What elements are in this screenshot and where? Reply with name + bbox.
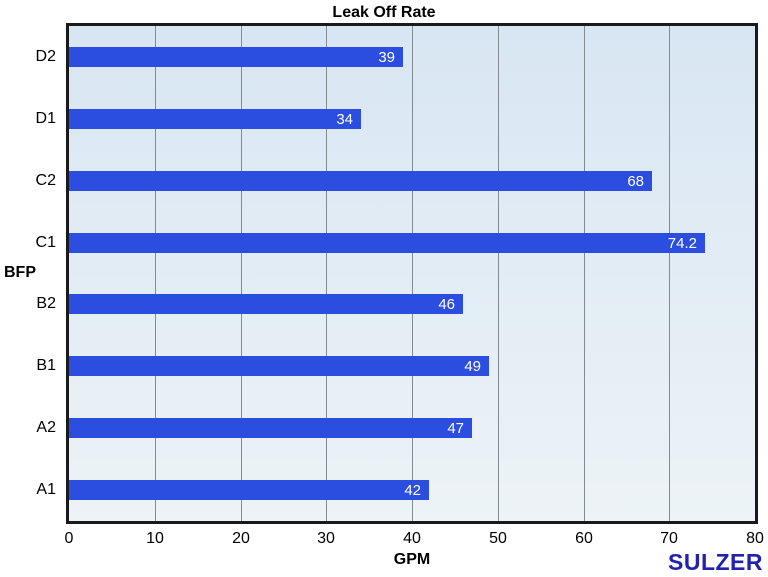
gridline-x-20 xyxy=(241,26,242,521)
gridline-x-70 xyxy=(669,26,670,521)
bar-value-label-B1: 49 xyxy=(464,357,481,375)
ycat-label-A1: A1 xyxy=(36,481,56,498)
bar-value-label-A1: 42 xyxy=(404,481,421,499)
xtick-label-40: 40 xyxy=(403,530,421,547)
xtick-label-60: 60 xyxy=(575,530,593,547)
xtick-label-70: 70 xyxy=(660,530,678,547)
gridline-x-60 xyxy=(584,26,585,521)
xtick-label-30: 30 xyxy=(317,530,335,547)
bar-value-label-B2: 46 xyxy=(438,295,455,313)
ycat-label-B1: B1 xyxy=(36,357,56,374)
bar-D2: 39 xyxy=(69,47,403,67)
ycat-label-B2: B2 xyxy=(36,295,56,312)
ycat-label-C1: C1 xyxy=(35,234,56,251)
bar-value-label-C2: 68 xyxy=(627,172,644,190)
bar-value-label-C1: 74.2 xyxy=(667,234,697,252)
xtick-label-20: 20 xyxy=(232,530,250,547)
bar-B2: 46 xyxy=(69,294,463,314)
bar-C1: 74.2 xyxy=(69,233,705,253)
bar-D1: 34 xyxy=(69,109,361,129)
bar-value-label-D1: 34 xyxy=(336,110,353,128)
bar-C2: 68 xyxy=(69,171,652,191)
xtick-label-80: 80 xyxy=(746,530,764,547)
xtick-label-0: 0 xyxy=(64,530,74,547)
bar-value-label-A2: 47 xyxy=(447,419,464,437)
gridline-x-30 xyxy=(326,26,327,521)
y-axis-title: BFP xyxy=(4,264,36,281)
sulzer-logo: SULZER xyxy=(668,549,763,575)
xtick-label-10: 10 xyxy=(146,530,164,547)
plot-area: 39 34 68 74.2 46 49 47 42 xyxy=(66,23,758,524)
gridline-x-40 xyxy=(412,26,413,521)
chart-title: Leak Off Rate xyxy=(332,4,436,21)
bar-A1: 42 xyxy=(69,480,429,500)
bar-A2: 47 xyxy=(69,418,472,438)
xtick-label-50: 50 xyxy=(489,530,507,547)
bar-value-label-D2: 39 xyxy=(378,48,395,66)
ycat-label-C2: C2 xyxy=(35,172,56,189)
gridline-x-50 xyxy=(498,26,499,521)
bar-B1: 49 xyxy=(69,356,489,376)
x-axis-title: GPM xyxy=(393,551,431,568)
ycat-label-A2: A2 xyxy=(36,419,56,436)
ycat-label-D1: D1 xyxy=(35,110,56,127)
ycat-label-D2: D2 xyxy=(35,48,56,65)
gridline-x-10 xyxy=(155,26,156,521)
